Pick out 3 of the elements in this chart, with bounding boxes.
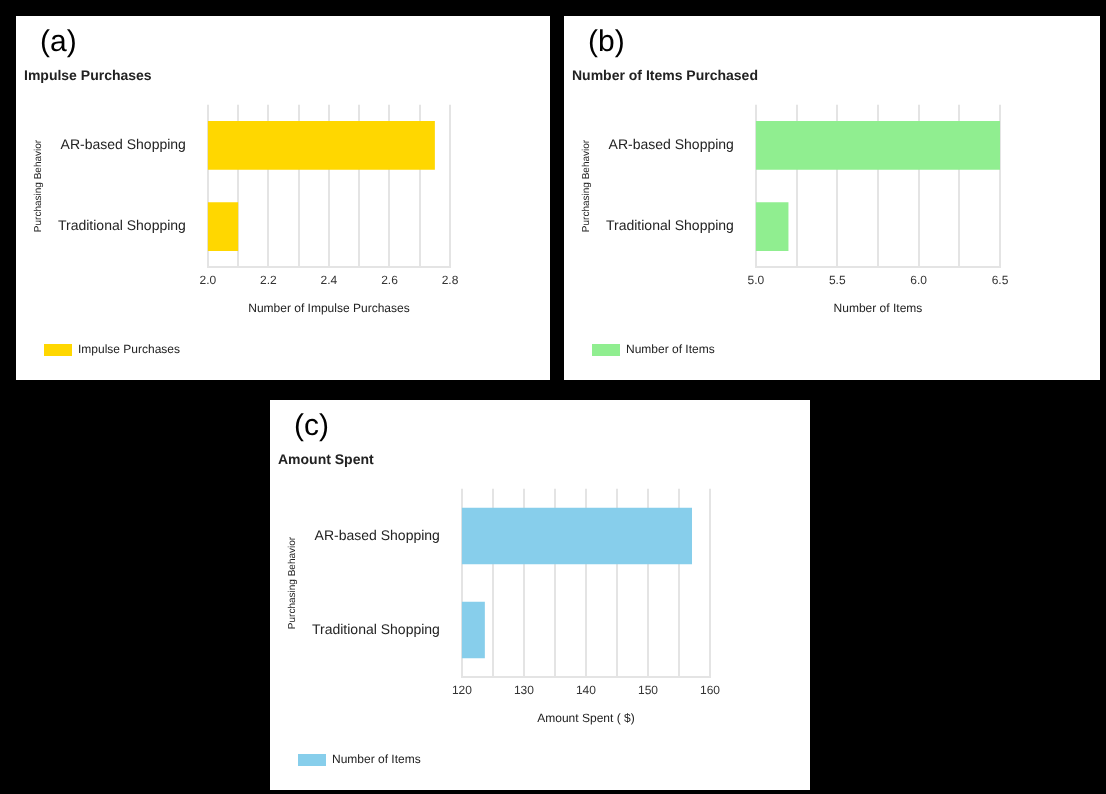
text: (a) (40, 25, 77, 60)
text: (b) (588, 25, 625, 60)
text: (c) (294, 409, 329, 444)
